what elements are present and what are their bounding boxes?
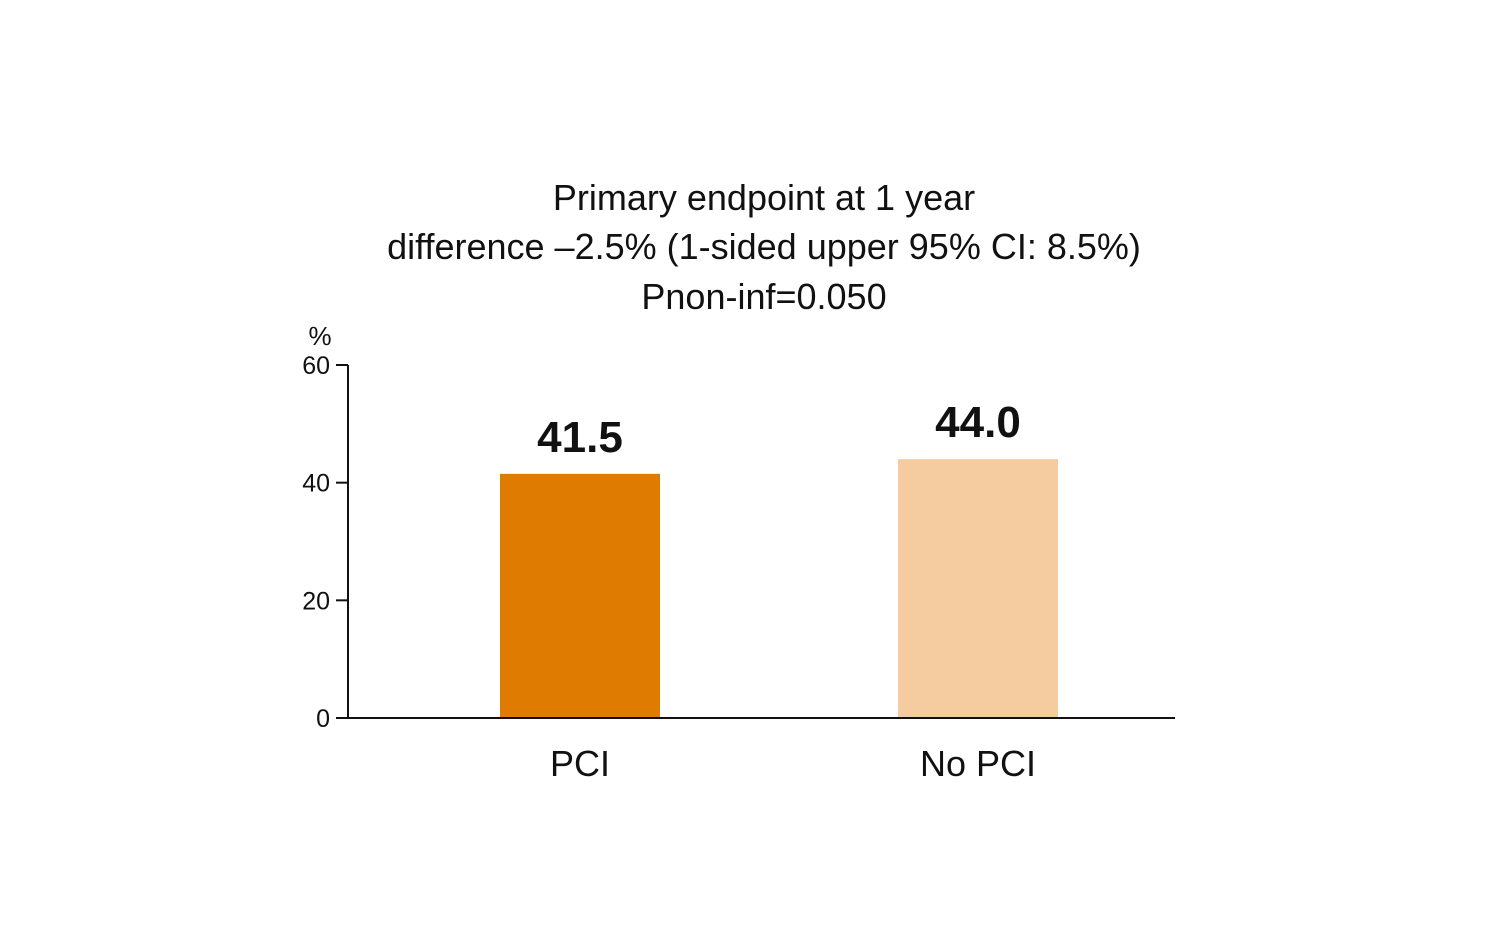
chart-subtitle-line-2: Pnon-inf=0.050 <box>641 276 886 317</box>
bar-value-label: 44.0 <box>935 398 1021 447</box>
y-axis-unit-label: % <box>308 321 331 351</box>
y-tick-label: 40 <box>302 470 330 498</box>
chart-subtitle-line-1: difference –2.5% (1-sided upper 95% CI: … <box>387 226 1141 267</box>
bar-labels: 41.5 PCI 44.0 No PCI <box>537 398 1036 784</box>
bar-pci <box>500 473 660 718</box>
y-tick-label: 20 <box>302 587 330 615</box>
y-tick-label: 0 <box>316 705 330 733</box>
bars <box>500 459 1058 718</box>
bar-value-label: 41.5 <box>537 413 623 462</box>
x-category-label: No PCI <box>920 743 1036 784</box>
y-tick-label: 60 <box>302 352 330 380</box>
x-category-label: PCI <box>550 743 610 784</box>
chart-title: Primary endpoint at 1 year <box>553 177 975 218</box>
y-axis-ticks: 0 20 40 60 <box>302 352 348 733</box>
bar-no-pci <box>898 459 1058 718</box>
